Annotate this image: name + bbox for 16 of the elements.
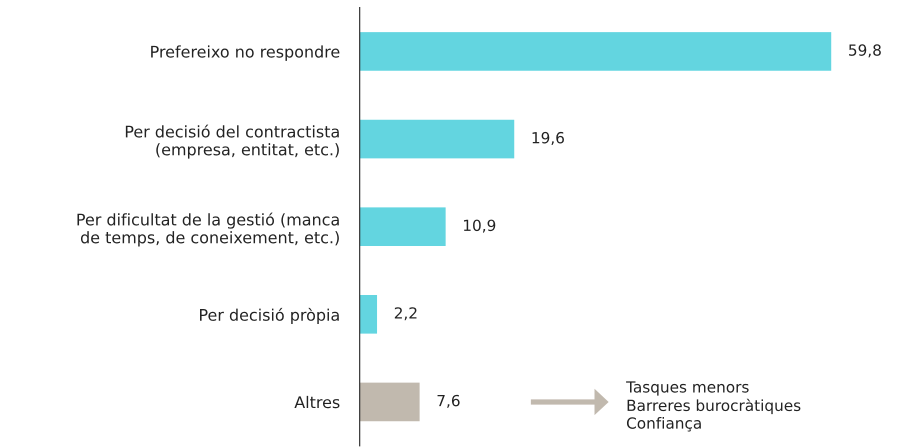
y-tick-label: Per dificultat de la gestió (manca de temps, de coneixement, etc.) — [77, 212, 339, 247]
bar — [360, 120, 514, 158]
bar — [360, 295, 378, 334]
y-tick-label: Altres — [294, 396, 340, 408]
y-tick-label: Per decisió pròpia — [200, 308, 339, 324]
bar — [360, 207, 446, 246]
data-label: 7,6 — [438, 394, 460, 408]
bar — [360, 32, 832, 71]
bar — [360, 382, 420, 422]
data-label: 19,6 — [532, 132, 564, 146]
y-tick-label: Prefereixo no respondre — [151, 45, 340, 61]
y-tick-label: Per decisió del contractista (empresa, entitat, etc.) — [126, 124, 339, 159]
data-label: 10,9 — [464, 220, 496, 233]
data-label: 2,2 — [394, 307, 416, 320]
annotation: Tasques menors Barreres burocràtiques Confiança — [626, 381, 800, 432]
data-label: 59,8 — [849, 44, 881, 58]
